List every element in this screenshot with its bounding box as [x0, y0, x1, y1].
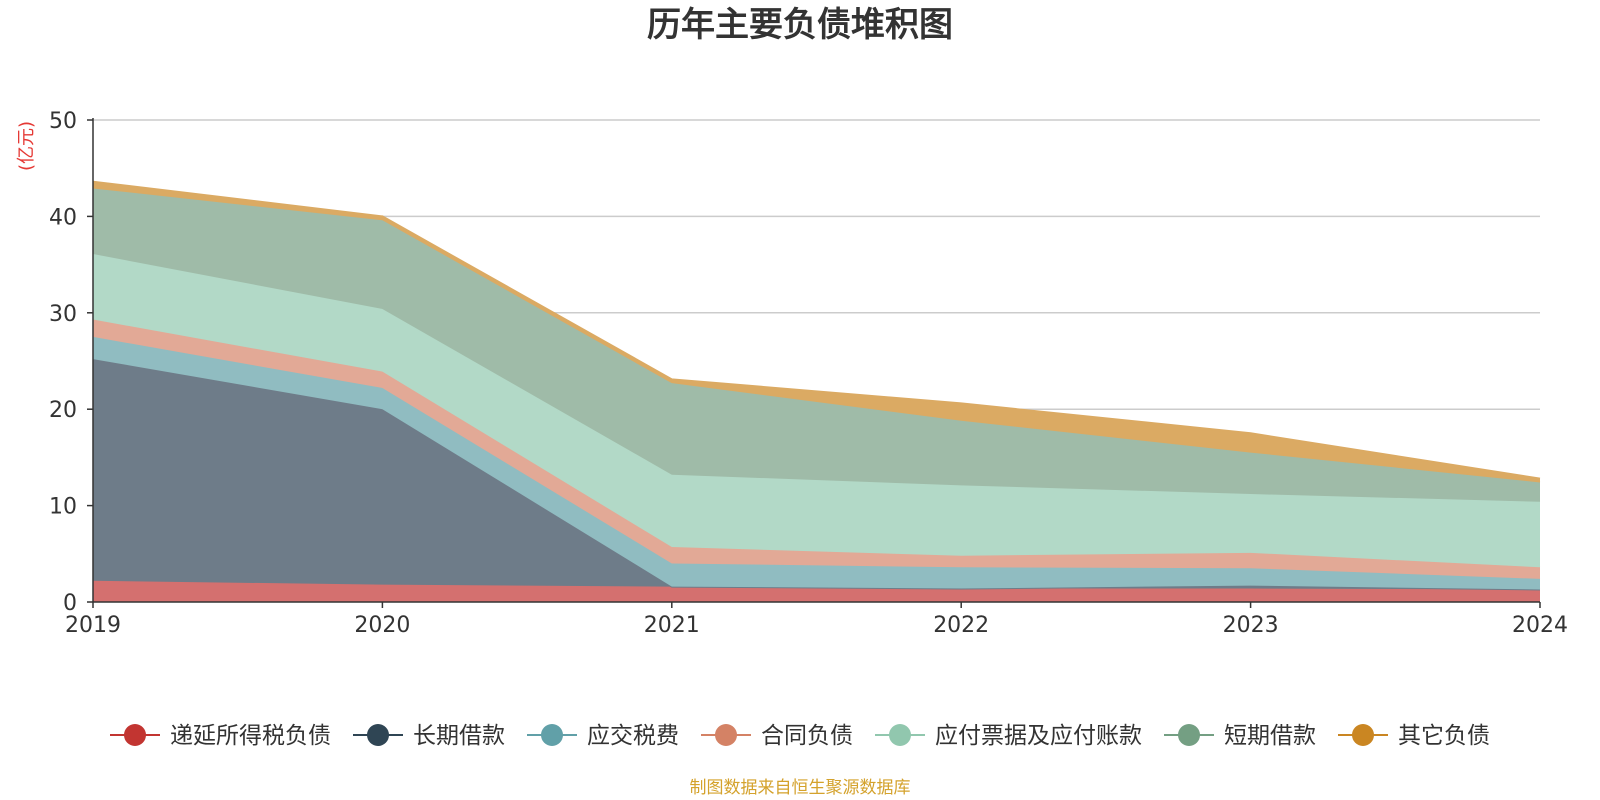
legend-marker-6	[1352, 724, 1374, 746]
legend-label-4: 应付票据及应付账款	[935, 723, 1142, 749]
legend-label-5: 短期借款	[1224, 723, 1316, 749]
x-tick-label-5: 2024	[1512, 613, 1568, 638]
legend: 递延所得税负债 长期借款 应交税费 合同负债 应付票据及应付账款 短期借款 其它负债	[110, 723, 1490, 749]
source-note: 制图数据来自恒生聚源数据库	[690, 778, 911, 798]
y-tick-label-5: 50	[49, 109, 77, 134]
legend-item-6[interactable]: 其它负债	[1338, 723, 1490, 749]
x-tick-label-3: 2022	[933, 613, 989, 638]
y-tick-label-2: 20	[49, 398, 77, 423]
legend-marker-1	[367, 724, 389, 746]
series-line-6	[92, 180, 1541, 480]
x-tick-label-2: 2021	[644, 613, 700, 638]
area-series-4	[93, 253, 1540, 568]
y-tick-label-3: 30	[49, 302, 77, 327]
area-series	[92, 180, 1541, 602]
legend-marker-2	[541, 724, 563, 746]
y-tick-label-1: 10	[49, 495, 77, 520]
legend-item-0[interactable]: 递延所得税负债	[110, 723, 331, 749]
x-tick-label-4: 2023	[1223, 613, 1279, 638]
x-tick-label-1: 2020	[354, 613, 410, 638]
legend-label-0: 递延所得税负债	[170, 723, 331, 749]
legend-marker-0	[124, 724, 146, 746]
legend-item-3[interactable]: 合同负债	[701, 723, 853, 749]
legend-item-2[interactable]: 应交税费	[527, 723, 679, 749]
legend-label-2: 应交税费	[587, 723, 679, 749]
chart-title: 历年主要负债堆积图	[647, 5, 953, 45]
area-series-1	[93, 359, 1540, 590]
legend-marker-4	[889, 724, 911, 746]
legend-label-6: 其它负债	[1398, 723, 1490, 749]
x-tick-label-0: 2019	[65, 613, 121, 638]
axes: 0 10 20 30 40 50 2019 2020 2021 2022 2023 2024	[49, 109, 1568, 638]
legend-marker-3	[715, 724, 737, 746]
legend-label-1: 长期借款	[413, 723, 505, 749]
y-tick-label-4: 40	[49, 205, 77, 230]
legend-item-5[interactable]: 短期借款	[1164, 723, 1316, 749]
area-series-5	[93, 188, 1540, 502]
legend-item-1[interactable]: 长期借款	[353, 723, 505, 749]
legend-label-3: 合同负债	[761, 723, 853, 749]
y-tick-label-0: 0	[63, 591, 77, 616]
y-axis-unit-label: (亿元)	[16, 121, 37, 171]
legend-item-4[interactable]: 应付票据及应付账款	[875, 723, 1142, 749]
legend-marker-5	[1178, 724, 1200, 746]
